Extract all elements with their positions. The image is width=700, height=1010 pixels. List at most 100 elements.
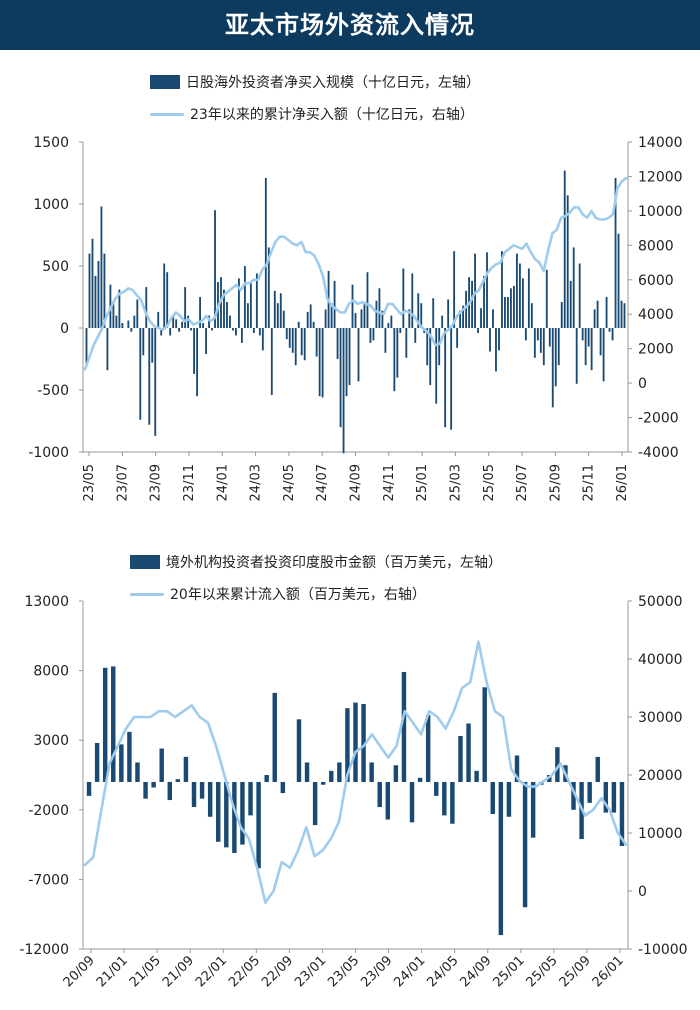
- bar: [620, 300, 623, 328]
- bar: [593, 309, 596, 328]
- x-tick-label: 24/01: [391, 953, 428, 990]
- bar: [599, 328, 602, 356]
- x-tick-label: 21/01: [94, 953, 131, 990]
- bar: [385, 781, 391, 820]
- bar: [381, 310, 384, 328]
- bar: [551, 328, 554, 408]
- bar: [187, 315, 190, 328]
- bar: [279, 293, 282, 328]
- x-tick-label: 23/05: [325, 953, 362, 990]
- bar: [127, 320, 130, 328]
- bar: [94, 742, 100, 782]
- bar: [337, 762, 342, 782]
- y-right-tick-label: 20000: [638, 768, 683, 784]
- bar: [336, 328, 339, 359]
- bar: [294, 328, 297, 366]
- bar: [119, 744, 124, 782]
- bar: [483, 275, 485, 328]
- bar: [121, 323, 124, 328]
- bar: [135, 762, 140, 782]
- bar: [408, 309, 411, 328]
- x-tick-label: 22/09: [259, 953, 296, 990]
- bar: [357, 328, 360, 382]
- bar: [510, 288, 512, 328]
- bar: [490, 781, 495, 814]
- bar: [560, 301, 563, 328]
- bar: [459, 310, 462, 328]
- bar: [348, 328, 351, 386]
- bar: [272, 692, 277, 782]
- bar: [608, 328, 611, 332]
- bar: [462, 305, 465, 328]
- bar: [539, 328, 542, 353]
- bar: [249, 280, 252, 328]
- bar: [393, 328, 396, 392]
- bar: [396, 328, 399, 378]
- bar: [486, 252, 488, 328]
- x-tick-label: 25/09: [557, 953, 594, 990]
- bar: [193, 328, 196, 374]
- bar: [94, 275, 97, 328]
- bar: [411, 273, 414, 328]
- y-right-tick-label: -2000: [638, 411, 679, 427]
- x-tick-label: 25/11: [582, 464, 597, 501]
- bar: [291, 328, 294, 353]
- bar: [309, 304, 312, 328]
- x-tick-label: 24/05: [424, 953, 461, 990]
- bar: [536, 328, 539, 341]
- bar: [456, 328, 459, 348]
- bar: [208, 315, 210, 328]
- bar: [243, 266, 246, 328]
- y-left-tick-label: -12000: [19, 942, 69, 958]
- bar: [330, 303, 333, 328]
- x-tick-label: 25/01: [491, 953, 528, 990]
- bar: [572, 247, 575, 328]
- bar: [229, 315, 231, 328]
- legend-line-label: 23年以来的累计净买入额（十亿日元，右轴）: [190, 107, 474, 123]
- bar: [85, 328, 88, 366]
- bar: [514, 755, 520, 782]
- bar: [282, 310, 285, 328]
- y-left-tick-label: -500: [37, 383, 69, 399]
- bar: [235, 328, 237, 336]
- x-tick-label: 23/09: [149, 464, 164, 501]
- x-tick-label: 24/05: [282, 464, 297, 501]
- bar: [614, 177, 617, 328]
- y-left-tick-label: 8000: [33, 664, 69, 680]
- bar: [133, 315, 136, 328]
- bar: [216, 781, 221, 842]
- x-tick-label: 22/05: [226, 953, 263, 990]
- x-tick-label: 24/07: [315, 464, 330, 501]
- bar: [595, 756, 600, 782]
- bar: [578, 263, 581, 328]
- bar: [393, 765, 399, 782]
- bar: [297, 321, 300, 328]
- bar: [339, 328, 342, 428]
- bar: [361, 704, 366, 782]
- bar: [603, 781, 609, 813]
- bar: [145, 287, 148, 328]
- bar: [178, 328, 181, 332]
- bar: [360, 309, 363, 328]
- bar: [342, 328, 345, 454]
- y-right-tick-label: 40000: [638, 652, 683, 668]
- bar: [139, 328, 142, 420]
- bar: [425, 715, 431, 782]
- bar: [248, 781, 253, 816]
- legend-line-swatch: [130, 592, 164, 596]
- bar: [345, 708, 350, 782]
- x-tick-label: 25/03: [448, 464, 463, 501]
- bar: [501, 251, 503, 328]
- bar: [160, 328, 163, 336]
- bar: [183, 756, 189, 782]
- y-right-tick-label: 12000: [638, 169, 683, 185]
- bar: [255, 273, 258, 328]
- bar: [169, 328, 172, 336]
- bar: [390, 315, 393, 328]
- bar: [324, 309, 327, 328]
- bar: [252, 328, 255, 333]
- bar: [596, 300, 599, 328]
- bar: [240, 328, 243, 343]
- bar: [273, 290, 276, 328]
- bar: [515, 253, 518, 328]
